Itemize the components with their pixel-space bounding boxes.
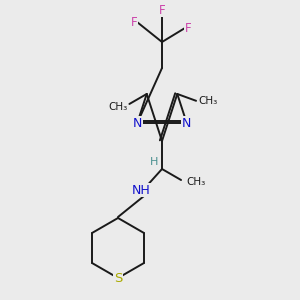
Text: N: N bbox=[182, 116, 191, 130]
Text: F: F bbox=[131, 16, 137, 28]
Text: CH₃: CH₃ bbox=[198, 96, 217, 106]
Text: F: F bbox=[185, 22, 191, 34]
Text: H: H bbox=[150, 157, 158, 167]
Text: F: F bbox=[159, 4, 165, 16]
Text: NH: NH bbox=[132, 184, 150, 196]
Text: CH₃: CH₃ bbox=[186, 177, 205, 187]
Text: S: S bbox=[114, 272, 122, 284]
Text: CH₃: CH₃ bbox=[108, 102, 128, 112]
Text: N: N bbox=[133, 116, 142, 130]
